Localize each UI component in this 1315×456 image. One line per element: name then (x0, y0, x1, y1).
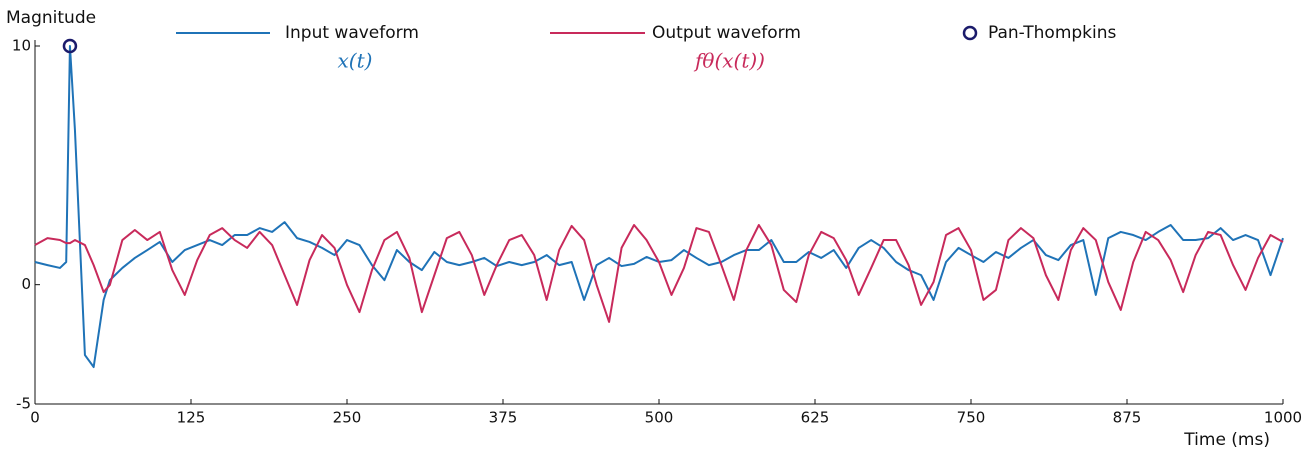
line-series (34, 45, 1284, 369)
x-tick-label: 500 (645, 409, 674, 427)
y-tick-label: 10 (12, 37, 31, 55)
legend-formula: x(t) (338, 49, 373, 73)
x-tick-label: 1000 (1264, 409, 1302, 427)
legend-label: Pan-Thompkins (988, 23, 1117, 43)
x-axis-label: Time (ms) (1183, 430, 1270, 450)
x-tick-label: 250 (333, 409, 362, 427)
x-tick-label: 125 (177, 409, 206, 427)
legend-label: Input waveform (285, 23, 419, 43)
x-tick-label: 625 (801, 409, 830, 427)
x-tick-label: 375 (489, 409, 518, 427)
x-tick-label: 750 (957, 409, 986, 427)
x-tick-label: 875 (1113, 409, 1142, 427)
legend-label: Output waveform (652, 23, 801, 43)
y-axis-label: Magnitude (6, 8, 96, 28)
y-tick-label: -5 (16, 395, 31, 413)
legend-marker (962, 25, 978, 41)
line-series (34, 224, 1284, 323)
legend-formula: fθ(x(t)) (693, 49, 765, 73)
peak-marker (62, 38, 78, 54)
y-tick-label: 0 (21, 275, 31, 293)
x-tick-label: 0 (30, 409, 40, 427)
